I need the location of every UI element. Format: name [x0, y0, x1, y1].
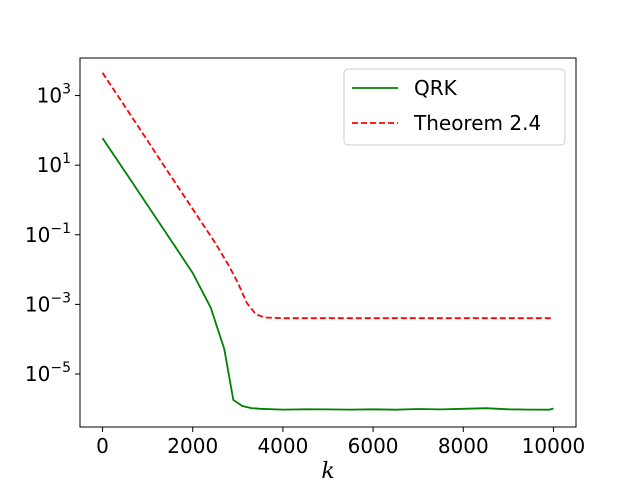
x-tick-label: 2000 [167, 434, 218, 458]
plot-frame [79, 57, 577, 428]
series-line-qrk [101, 137, 554, 411]
series-line-theorem-2-4 [101, 72, 554, 320]
x-axis-ticks: 0 2000 4000 6000 8000 10000 [96, 427, 585, 458]
y-axis-ticks: 10−5 10−3 10−1 101 103 [25, 82, 80, 386]
x-tick-label: 6000 [348, 434, 399, 458]
x-tick-label: 8000 [438, 434, 489, 458]
x-tick-label: 0 [96, 434, 109, 458]
x-axis-label: k [321, 459, 334, 480]
legend: QRK Theorem 2.4 [343, 68, 566, 146]
x-tick-label: 4000 [257, 434, 308, 458]
y-tick-label: 103 [37, 82, 71, 108]
y-tick-label: 10−1 [25, 221, 71, 247]
legend-label: QRK [414, 76, 458, 100]
y-tick-label: 101 [37, 151, 71, 177]
y-tick-label: 10−3 [25, 290, 71, 316]
legend-box [343, 68, 566, 146]
x-tick-label: 10000 [522, 434, 586, 458]
series-layer [101, 72, 554, 411]
y-tick-label: 10−5 [25, 360, 71, 386]
legend-label: Theorem 2.4 [413, 111, 541, 135]
